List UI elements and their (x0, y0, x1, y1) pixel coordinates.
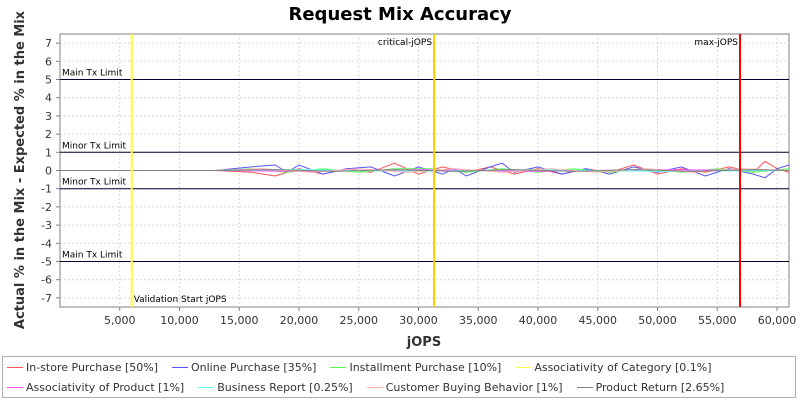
series-line (60, 169, 790, 172)
limit-label: Main Tx Limit (62, 251, 123, 261)
request-mix-chart: Request Mix Accuracy Main Tx Limit Minor … (13, 4, 796, 350)
limit-lines: Main Tx Limit Minor Tx Limit Minor Tx Limi… (60, 69, 789, 262)
x-tick-label: 5,000 (104, 314, 136, 327)
legend-swatch (576, 386, 593, 388)
legend-label: In-store Purchase [50%] (26, 360, 158, 374)
legend-item: Online Purchase [35%] (171, 360, 317, 374)
legend-swatch (171, 366, 188, 368)
legend-label: Product Return [2.65%] (595, 380, 725, 394)
legend-swatch (7, 386, 23, 388)
x-axis-label: jOPS (406, 335, 441, 350)
legend-label: Online Purchase [35%] (190, 360, 317, 374)
legend-item: Associativity of Category [0.1%] (515, 360, 712, 374)
marker-label: critical-jOPS (378, 38, 432, 48)
x-tick-label: 60,000 (758, 314, 797, 327)
y-tick-label: -5 (41, 256, 52, 269)
marker-label: Validation Start jOPS (134, 295, 227, 305)
y-tick-label: 0 (45, 165, 52, 178)
legend-label: Associativity of Category [0.1%] (534, 360, 712, 374)
legend-item: Associativity of Product [1%] (7, 381, 184, 394)
series-lines (60, 160, 790, 179)
y-tick-label: -7 (41, 292, 52, 305)
legend-swatch (330, 366, 347, 368)
legend-row-2: Associativity of Product [1%] Business Re… (3, 377, 795, 397)
x-tick-label: 35,000 (459, 314, 498, 327)
y-tick-label: -6 (41, 274, 52, 287)
legend-row-1: In-store Purchase [50%] Online Purchase [… (3, 357, 795, 377)
y-tick-label: 7 (45, 37, 52, 50)
chart-legend: In-store Purchase [50%] Online Purchase [… (2, 356, 796, 398)
legend-swatch (366, 386, 383, 388)
legend-swatch (515, 366, 532, 368)
limit-label: Minor Tx Limit (62, 178, 127, 188)
y-tick-label: 1 (45, 146, 52, 159)
x-tick-label: 55,000 (698, 314, 737, 327)
legend-item: Installment Purchase [10%] (330, 361, 501, 374)
x-tick-label: 15,000 (220, 314, 259, 327)
chart-title: Request Mix Accuracy (288, 4, 511, 25)
legend-swatch (198, 386, 215, 388)
y-axis-label: Actual % in the Mix - Expected % in the … (13, 10, 28, 329)
x-tick-label: 25,000 (340, 314, 379, 327)
y-axis-ticks: 7 6 5 4 3 2 1 0 -1 -2 -3 -4 -5 -6 -7 (41, 37, 60, 305)
legend-item: Business Report [0.25%] (198, 381, 353, 394)
marker-lines: Validation Start jOPS critical-jOPS max-jO… (130, 34, 742, 307)
x-tick-label: 10,000 (160, 314, 199, 327)
limit-label: Minor Tx Limit (62, 141, 127, 151)
y-tick-label: 2 (45, 128, 52, 141)
x-axis-ticks: 5,000 10,000 15,000 20,000 25,000 30,000 35,00… (104, 307, 796, 327)
legend-item: Product Return [2.65%] (576, 380, 725, 394)
y-tick-label: -3 (41, 219, 52, 232)
x-tick-label: 50,000 (638, 314, 677, 327)
legend-label: Business Report [0.25%] (217, 380, 353, 394)
marker-label: max-jOPS (694, 38, 738, 48)
limit-label: Main Tx Limit (62, 69, 123, 79)
legend-swatch (7, 366, 23, 368)
y-tick-label: 3 (45, 110, 52, 123)
legend-label: Customer Buying Behavior [1%] (385, 380, 563, 394)
legend-label: Installment Purchase [10%] (349, 360, 502, 374)
legend-item: In-store Purchase [50%] (7, 361, 158, 374)
legend-item: Customer Buying Behavior [1%] (366, 380, 563, 394)
series-line (60, 162, 790, 179)
x-tick-label: 40,000 (519, 314, 558, 327)
y-tick-label: -2 (41, 201, 52, 214)
y-tick-label: 5 (45, 74, 52, 87)
x-tick-label: 20,000 (280, 314, 319, 327)
x-tick-label: 30,000 (399, 314, 438, 327)
x-tick-label: 45,000 (579, 314, 618, 327)
y-tick-label: 4 (45, 92, 52, 105)
y-tick-label: -4 (41, 237, 52, 250)
y-tick-label: 6 (45, 55, 52, 68)
legend-label: Associativity of Product [1%] (26, 380, 185, 394)
y-tick-label: -1 (41, 183, 52, 196)
